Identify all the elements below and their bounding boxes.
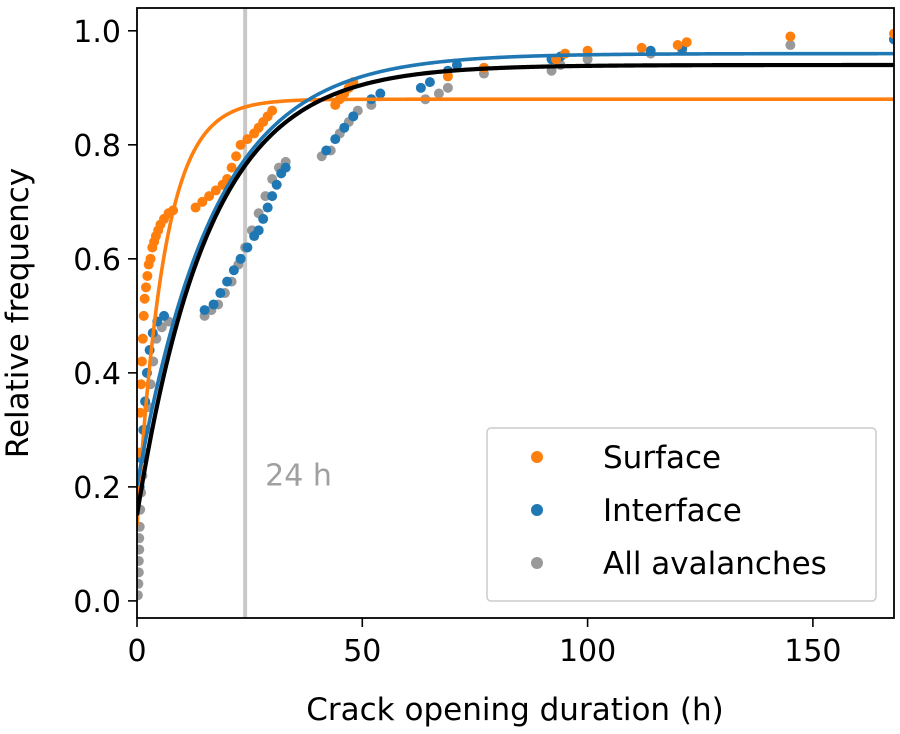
data-point-all-avalanches <box>137 555 144 566</box>
x-axis-label: Crack opening duration (h) <box>306 692 724 728</box>
data-point-all-avalanches <box>137 590 143 601</box>
data-point-surface <box>137 379 147 390</box>
data-point-surface <box>442 71 453 82</box>
x-tick-label: 150 <box>784 634 841 669</box>
data-point-surface <box>681 37 692 48</box>
data-point-all-avalanches <box>137 533 145 544</box>
data-point-surface <box>672 40 683 51</box>
annotation-layer: 24 h <box>243 8 332 618</box>
data-point-interface <box>339 122 350 133</box>
data-point-surface <box>210 185 221 196</box>
data-point-surface <box>235 139 246 150</box>
legend-label: Interface <box>603 493 742 529</box>
legend-frame <box>486 427 877 602</box>
data-point-surface <box>137 356 147 367</box>
x-tick-label: 100 <box>559 634 616 669</box>
data-point-surface <box>137 407 146 418</box>
data-point-surface <box>138 310 149 321</box>
data-point-all-avalanches <box>442 82 453 93</box>
data-point-interface <box>415 82 426 93</box>
data-point-surface <box>139 293 150 304</box>
data-point-all-avalanches <box>137 567 144 578</box>
data-point-interface <box>228 265 239 276</box>
data-point-interface <box>215 288 226 299</box>
fits-layer <box>137 51 894 526</box>
legend-label: Surface <box>603 440 721 476</box>
data-point-surface <box>137 333 148 344</box>
data-point-surface <box>142 270 153 281</box>
y-axis-label: Relative frequency <box>0 168 36 458</box>
data-point-surface <box>785 31 796 42</box>
reference-line-label: 24 h <box>265 458 332 493</box>
data-point-interface <box>348 111 359 122</box>
data-point-surface <box>145 253 156 264</box>
data-point-interface <box>235 253 246 264</box>
plot-frame <box>136 7 895 619</box>
data-point-interface <box>330 134 341 145</box>
data-point-interface <box>208 299 219 310</box>
data-point-surface <box>190 202 201 213</box>
data-point-interface <box>253 225 264 236</box>
y-tick-label: 0.4 <box>73 357 121 392</box>
data-point-all-avalanches <box>137 578 144 589</box>
data-point-interface <box>280 162 291 173</box>
data-point-interface <box>222 276 233 287</box>
data-point-surface <box>231 151 242 162</box>
fit-curve-all-avalanches <box>137 62 894 516</box>
data-point-interface <box>321 145 332 156</box>
data-point-surface <box>141 282 152 293</box>
data-point-interface <box>424 77 435 88</box>
data-point-interface <box>199 305 210 316</box>
data-point-surface <box>267 105 278 116</box>
data-point-interface <box>375 88 386 99</box>
fit-curve-interface <box>137 51 894 487</box>
x-tick-label: 0 <box>127 634 146 669</box>
data-point-interface <box>262 202 273 213</box>
y-axis-ticks: 0.0 0.2 0.4 0.6 0.8 1.0 <box>73 15 137 620</box>
fit-curve-surface <box>137 97 894 526</box>
data-point-surface <box>636 42 647 53</box>
legend-marker-surface <box>531 451 543 463</box>
data-point-all-avalanches <box>582 54 593 65</box>
y-tick-label: 0.2 <box>73 471 121 506</box>
data-point-interface <box>258 213 269 224</box>
data-point-all-avalanches <box>433 88 444 99</box>
y-tick-label: 1.0 <box>73 15 121 50</box>
data-point-interface <box>267 191 278 202</box>
data-point-interface <box>159 310 170 321</box>
data-point-all-avalanches <box>137 544 145 555</box>
y-tick-label: 0.8 <box>73 129 121 164</box>
data-point-surface <box>204 191 215 202</box>
data-point-surface <box>197 196 208 207</box>
y-tick-label: 0.6 <box>73 243 121 278</box>
data-point-interface <box>242 242 253 253</box>
data-point-interface <box>451 60 462 71</box>
data-point-surface <box>226 162 237 173</box>
legend: Surface Interface All avalanches <box>486 427 877 602</box>
legend-marker-interface <box>531 504 543 516</box>
data-point-all-avalanches <box>137 521 145 532</box>
x-axis-ticks: 0 50 100 150 <box>127 618 842 669</box>
data-point-surface <box>242 134 253 145</box>
y-tick-label: 0.0 <box>73 585 121 620</box>
x-tick-label: 50 <box>343 634 381 669</box>
legend-marker-all-avalanches <box>531 557 543 569</box>
data-point-all-avalanches <box>785 40 796 51</box>
legend-label: All avalanches <box>603 546 827 582</box>
data-point-interface <box>271 179 282 190</box>
data-point-surface <box>889 28 894 39</box>
